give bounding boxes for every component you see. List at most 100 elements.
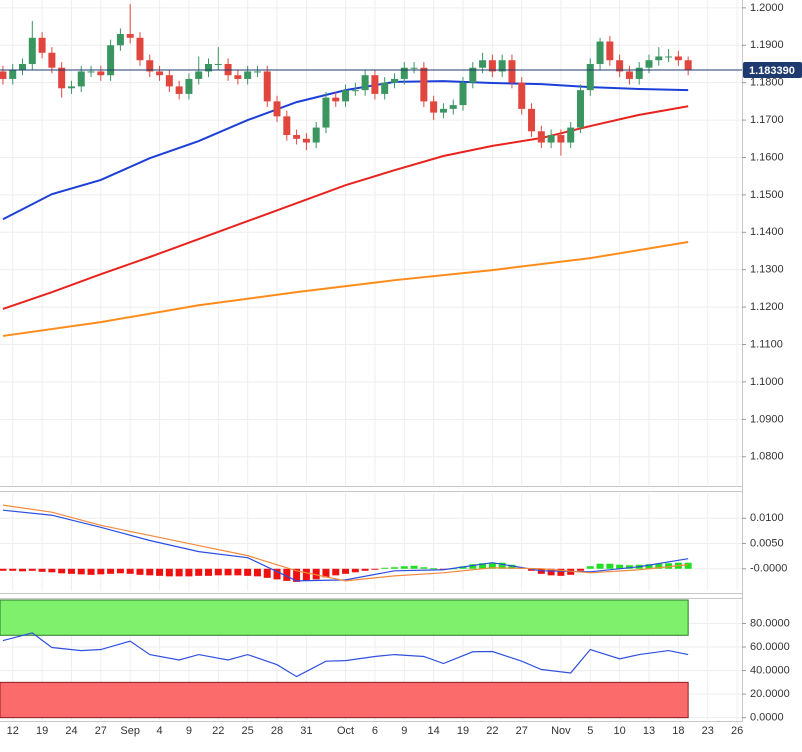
- candle-body: [576, 90, 584, 128]
- candle-body: [410, 67, 418, 69]
- x-tick-label: 28: [271, 725, 283, 737]
- candle-body: [38, 37, 46, 53]
- histogram-bar: [312, 568, 320, 580]
- rsi-zone: [0, 599, 689, 636]
- histogram-bar: [195, 568, 203, 576]
- histogram-bar: [28, 568, 36, 571]
- x-tick-label: 6: [372, 725, 378, 737]
- candle-body: [195, 71, 203, 79]
- y-tick-label: 1.1600: [750, 151, 784, 163]
- candle-body: [0, 71, 7, 79]
- candle-body: [136, 37, 144, 61]
- candle-body: [674, 56, 682, 61]
- histogram-bar: [528, 568, 536, 571]
- histogram-bar: [361, 568, 369, 571]
- y-tick-label: 1.0800: [750, 451, 784, 463]
- candle-body: [518, 82, 526, 109]
- histogram-bar: [38, 568, 46, 572]
- histogram-bar: [263, 568, 271, 578]
- indicator-line: [2, 504, 689, 582]
- x-tick-label: 26: [731, 725, 743, 737]
- histogram-bar: [87, 568, 95, 575]
- histogram-bar: [322, 568, 330, 578]
- candle-body: [430, 101, 438, 113]
- candle-body: [107, 45, 115, 76]
- histogram-bar: [293, 568, 301, 582]
- histogram-bar: [576, 568, 584, 571]
- candle-body: [586, 63, 594, 91]
- y-tick-label: 20.0000: [750, 688, 790, 700]
- x-tick-label: 12: [7, 725, 19, 737]
- candle-body: [156, 71, 164, 76]
- histogram-bar: [58, 568, 66, 574]
- candle-body: [498, 60, 506, 72]
- candle-body: [322, 97, 330, 128]
- x-tick-label: Oct: [337, 725, 354, 737]
- x-tick-label: 22: [486, 725, 498, 737]
- x-tick-label: 22: [212, 725, 224, 737]
- y-tick-label: 0.0050: [750, 537, 784, 549]
- y-tick-label: 40.0000: [750, 664, 790, 676]
- candle-body: [293, 135, 301, 139]
- histogram-bar: [381, 567, 389, 569]
- x-tick-label: Nov: [551, 725, 571, 737]
- candle-body: [606, 41, 614, 61]
- histogram-bar: [342, 568, 350, 574]
- candle-body: [48, 52, 56, 68]
- candle-body: [635, 67, 643, 79]
- last-price-box: [743, 61, 802, 78]
- candle-body: [185, 78, 193, 94]
- y-tick-label: 1.1400: [750, 226, 784, 238]
- histogram-bar: [586, 566, 594, 569]
- histogram-bar: [19, 568, 27, 572]
- x-tick-label: 25: [242, 725, 254, 737]
- histogram-bar: [625, 565, 633, 569]
- candle-body: [459, 82, 467, 106]
- histogram-bar: [645, 564, 653, 569]
- histogram-bar: [97, 568, 105, 575]
- candle-body: [400, 67, 408, 79]
- histogram-bar: [596, 563, 604, 569]
- x-tick-label: 9: [401, 725, 407, 737]
- histogram-bar: [234, 568, 242, 576]
- candle-body: [351, 90, 359, 92]
- histogram-bar: [146, 568, 154, 576]
- candle-body: [547, 135, 555, 143]
- candle-body: [684, 60, 692, 70]
- candle-body: [342, 90, 350, 102]
- candle-body: [253, 71, 261, 73]
- candle-body: [439, 108, 447, 113]
- histogram-bar: [185, 568, 193, 577]
- y-tick-label: 1.1700: [750, 114, 784, 126]
- y-tick-label: 80.0000: [750, 617, 790, 629]
- candle-body: [361, 75, 369, 91]
- candle-body: [58, 67, 66, 89]
- x-tick-label: 9: [186, 725, 192, 737]
- y-tick-label: 1.1300: [750, 264, 784, 276]
- histogram-bar: [136, 568, 144, 575]
- x-tick-label: 27: [516, 725, 528, 737]
- histogram-bar: [156, 568, 164, 576]
- histogram-bar: [165, 568, 173, 577]
- candle-body: [420, 67, 428, 102]
- x-tick-label: 14: [428, 725, 440, 737]
- histogram-bar: [253, 568, 261, 577]
- histogram-bar: [557, 568, 565, 576]
- histogram-bar: [0, 568, 7, 571]
- histogram-bar: [498, 562, 506, 569]
- candle-body: [528, 108, 536, 132]
- candle-body: [77, 71, 85, 87]
- histogram-bar: [479, 563, 487, 569]
- y-tick-label: 1.0900: [750, 413, 784, 425]
- histogram-bar: [351, 568, 359, 573]
- candle-body: [263, 71, 271, 102]
- histogram-bar: [430, 568, 438, 570]
- histogram-bar: [508, 564, 516, 569]
- candle-body: [371, 75, 379, 94]
- candle-body: [28, 37, 36, 64]
- y-tick-label: 1.1500: [750, 189, 784, 201]
- candle-body: [244, 71, 252, 79]
- histogram-bar: [488, 563, 496, 569]
- candle-body: [488, 60, 496, 72]
